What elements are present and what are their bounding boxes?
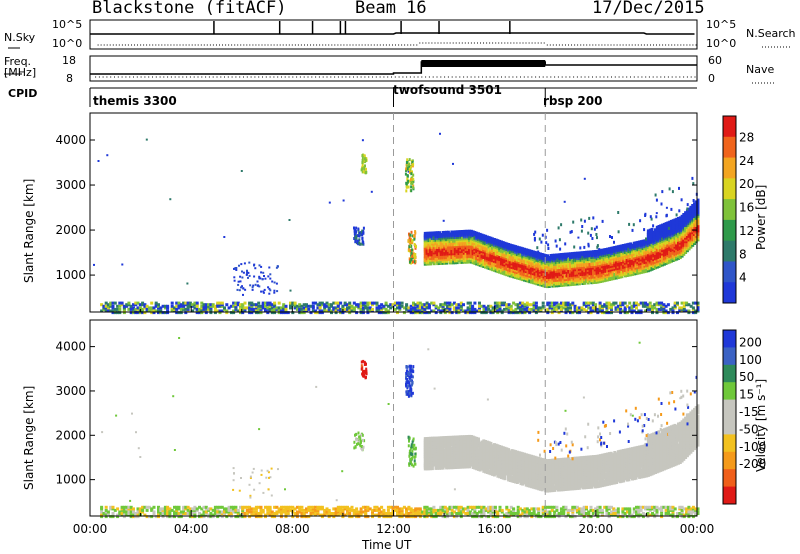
xtick-label-2: 08:00 (275, 522, 310, 536)
velocity-colorbar-segment-9 (723, 486, 736, 505)
x-axis-title: Time UT (362, 538, 412, 552)
velocity-ytick-label-1: 2000 (55, 428, 86, 442)
velocity-colorbar-segment-8 (723, 469, 736, 488)
velocity-colorbar-tick-2: 50 (739, 370, 754, 384)
power-colorbar-segment-4 (723, 199, 736, 221)
station-title: Blackstone (fitACF) (92, 0, 287, 18)
noise-left-tick-top: 10^5 (52, 18, 83, 31)
power-colorbar-tick-0: 28 (739, 130, 754, 144)
power-colorbar-segment-6 (723, 240, 736, 262)
freq-dual-band (421, 60, 546, 67)
nsearch-label: N.Search (746, 27, 796, 40)
freq-right-tick-bottom: 0 (708, 72, 715, 85)
beam-title: Beam 16 (355, 0, 427, 18)
xtick-label-0: 00:00 (73, 522, 108, 536)
date-title: 17/Dec/2015 (592, 0, 705, 18)
freq-panel-frame (89, 55, 698, 82)
velocity-colorbar-tick-7: -200 (739, 457, 766, 471)
velocity-colorbar-tick-3: 15 (739, 388, 754, 402)
velocity-colorbar-tick-4: -15 (739, 405, 759, 419)
velocity-colorbar-segment-2 (723, 364, 736, 383)
nsky-label: N.Sky (4, 31, 36, 44)
velocity-colorbar-tick-1: 100 (739, 353, 762, 367)
cpid-segment-1: twofsound 3501 (393, 83, 502, 97)
xtick-label-6: 00:00 (680, 522, 715, 536)
velocity-colorbar-tick-0: 200 (739, 335, 762, 349)
velocity-colorbar-segment-6 (723, 434, 736, 453)
velocity-colorbar-segment-3 (723, 382, 736, 401)
velocity-colorbar-segment-4 (723, 399, 736, 418)
xtick-label-5: 20:00 (579, 522, 614, 536)
velocity-colorbar-tick-6: -100 (739, 440, 766, 454)
cpid-label: CPID (8, 87, 38, 100)
freq-left-tick-top: 18 (62, 54, 76, 67)
velocity-scatter-cells (100, 337, 700, 519)
xtick-label-1: 04:00 (174, 522, 209, 536)
velocity-colorbar-segment-5 (723, 417, 736, 435)
velocity-ylabel: Slant Range [km] (22, 385, 36, 490)
velocity-colorbar-segment-0 (723, 330, 736, 348)
freq-label: Freq. (4, 55, 32, 68)
velocity-colorbar-tick-5: -50 (739, 422, 759, 436)
nave-label: Nave (746, 63, 775, 76)
noise-left-tick-bottom: 10^0 (52, 37, 83, 50)
freq-left-tick-bottom: 8 (66, 72, 73, 85)
velocity-colorbar-label: Velocity [m s⁻¹] (754, 378, 768, 472)
noise-sky-line (90, 32, 695, 35)
power-colorbar-tick-1: 24 (739, 154, 754, 168)
power-colorbar-segment-0 (723, 116, 736, 138)
power-ytick-label-0: 1000 (55, 268, 86, 282)
power-colorbar-segment-5 (723, 219, 736, 242)
noise-search-dots (97, 42, 697, 46)
velocity-ytick-label-0: 1000 (55, 473, 86, 487)
velocity-ytick-label-3: 4000 (55, 340, 86, 354)
velocity-ytick-label-2: 3000 (55, 384, 86, 398)
velocity-colorbar-segment-1 (723, 347, 736, 366)
cpid-segment-0: themis 3300 (93, 94, 177, 108)
power-colorbar-tick-4: 12 (739, 224, 754, 238)
power-colorbar-tick-5: 8 (739, 247, 747, 261)
xtick-label-4: 16:00 (477, 522, 512, 536)
velocity-colorbar-frame (722, 329, 737, 505)
power-ytick-label-1: 2000 (55, 223, 86, 237)
freq-right-tick-top: 60 (708, 54, 722, 67)
power-colorbar-segment-1 (723, 136, 736, 159)
power-colorbar-tick-6: 4 (739, 271, 747, 285)
power-ytick-label-3: 4000 (55, 133, 86, 147)
power-colorbar-label: Power [dB] (754, 184, 768, 250)
cpid-segment-2: rbsp 200 (543, 94, 603, 108)
power-ylabel: Slant Range [km] (22, 178, 36, 283)
freq-line (90, 61, 697, 75)
power-colorbar-tick-3: 16 (739, 201, 754, 215)
freq-unit-label: [MHz] (4, 66, 37, 79)
power-scatter-cells (93, 132, 700, 315)
power-colorbar-frame (722, 115, 737, 304)
power-ytick-label-2: 3000 (55, 178, 86, 192)
noise-right-tick-top: 10^5 (706, 18, 737, 31)
noise-right-tick-bottom: 10^0 (706, 37, 737, 50)
power-colorbar-segment-7 (723, 261, 736, 283)
xtick-label-3: 12:00 (376, 522, 411, 536)
power-colorbar-segment-2 (723, 157, 736, 179)
power-colorbar-segment-8 (723, 282, 736, 304)
power-colorbar-tick-2: 20 (739, 177, 754, 191)
velocity-colorbar-segment-7 (723, 451, 736, 470)
power-colorbar-segment-3 (723, 178, 736, 200)
